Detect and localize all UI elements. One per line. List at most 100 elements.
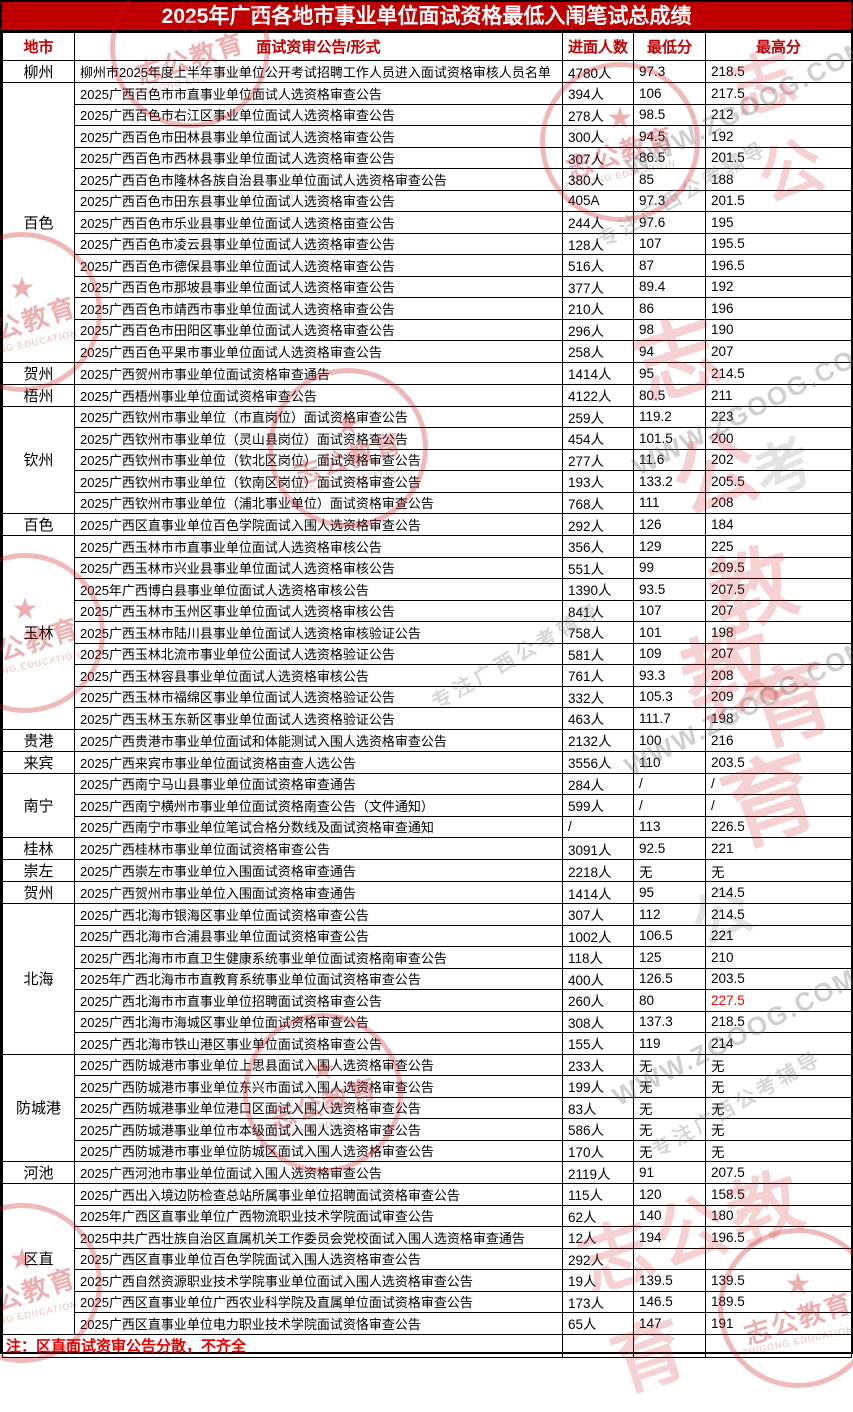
min-score-cell: 112 — [633, 903, 706, 926]
count-cell: 277人 — [562, 448, 634, 471]
count-cell: 3091人 — [562, 837, 634, 860]
min-score-cell: 129 — [633, 535, 706, 558]
count-cell: 3556人 — [562, 750, 634, 774]
count-cell: 380人 — [562, 168, 634, 191]
count-cell: 1002人 — [562, 924, 634, 947]
table-row: 2025广西玉林玉东新区事业单位面试人选资格验证公告 463人 111.7 198 — [3, 707, 852, 730]
max-score-cell: 196.5 — [705, 254, 852, 277]
city-cell: 防城港 — [2, 1053, 75, 1162]
count-cell: 259人 — [562, 405, 634, 428]
max-score-cell: 192 — [705, 275, 852, 298]
min-score-cell: 无 — [633, 1053, 706, 1076]
min-score-cell: 93.3 — [633, 664, 706, 687]
score-table-sheet: 2025年广西各地市事业单位面试资格最低入闱笔试总成绩 地市 面试资审公告/形式… — [0, 0, 853, 1358]
min-score-cell: 126.5 — [633, 967, 706, 990]
city-cell: 河池 — [2, 1161, 75, 1184]
city-cell: 南宁 — [2, 772, 75, 838]
count-cell: 307人 — [562, 903, 634, 926]
max-score-cell: 200 — [705, 427, 852, 450]
max-score-cell: 203.5 — [705, 750, 852, 774]
max-score-cell: 209.5 — [705, 556, 852, 579]
max-score-cell: 195 — [705, 211, 852, 234]
table-row: 防城港 2025广西防城港市事业单位上思县面试入围人选资格审查公告 233人无无 — [2, 1053, 852, 1162]
table-row: 2025广西玉林北流市事业单位公面试人选资格验证公告 581人 109 207 — [3, 642, 852, 665]
table-row: 2025广西钦州市事业单位（钦南区岗位）面试资格审查公告 193人 133.2 205… — [3, 470, 852, 493]
count-cell: 586人 — [562, 1118, 634, 1141]
announcement-cell: 2025广西北海市铁山港区事业单位面试资格审查公告 — [74, 1032, 563, 1055]
min-score-cell: 126 — [633, 513, 706, 536]
announcement-cell: 2025广西百色市乐业县事业单位面试人选资格亩查公告 — [74, 211, 563, 234]
max-score-cell: 无 — [705, 1096, 852, 1119]
min-score-cell: 无 — [633, 1139, 706, 1162]
city-cell: 百色 — [2, 82, 75, 363]
min-score-cell: / — [633, 794, 706, 817]
announcement-cell: 2025广西百色市那坡县事业单位面试人选资格审查公告 — [74, 275, 563, 298]
announcement-cell: 2025广西贺州市事业单位面试资格审查通告 — [74, 361, 563, 385]
table-row: 钦州 2025广西钦州市事业单位（市直岗位）面试资格审查公告 259人 119.2 22… — [2, 405, 852, 514]
min-score-cell: 80.5 — [633, 383, 706, 407]
max-score-cell: 217.5 — [705, 82, 852, 105]
column-header-min-score: 最低分 — [633, 32, 706, 61]
min-score-cell: 98 — [633, 318, 706, 341]
announcement-cell: 2025广西百色市凌云县事业单位面试人选资格审查公告 — [74, 232, 563, 255]
max-score-cell: 226.5 — [705, 815, 852, 838]
table-row: 2025广西钦州市事业单位（钦北区岗位）面试资格审查公告 277人 11.6 202 — [3, 448, 852, 471]
min-score-cell: 11.6 — [633, 448, 706, 471]
min-score-cell: 146.5 — [633, 1290, 706, 1313]
announcement-cell: 2025广西区直事业单位电力职业技术学院面试资恪审查公告 — [74, 1312, 563, 1335]
announcement-cell: 2025广西百色市右江区事业单位面试人选资格审查公告 — [74, 103, 563, 126]
header-row: 地市 面试资审公告/形式 进面人数 最低分 最高分 — [2, 32, 852, 61]
count-cell: 292人 — [562, 513, 634, 536]
announcement-cell: 2025广西北海市海城区事业单位面试资格审查公告 — [74, 1010, 563, 1033]
max-score-cell: 214 — [705, 1032, 852, 1055]
min-score-cell: 109 — [633, 642, 706, 665]
min-score-cell: 100 — [633, 728, 706, 752]
table-row: 2025广西百色市田阳区事业单位面试人选资格审查公告 296人 98 190 — [3, 318, 852, 341]
max-score-cell: 180 — [705, 1204, 852, 1227]
max-score-cell: 196.5 — [705, 1226, 852, 1249]
announcement-cell: 2025年广西北海市市直教育系统事业单位面试资格审查公告 — [74, 967, 563, 990]
table-row: 2025年广西博白县事业单位面试人选资格审核公告 1390人 93.5 207.5 — [3, 578, 852, 601]
count-cell: 155人 — [562, 1032, 634, 1055]
announcement-cell: 2025广西防城港市事业单位防城区面试入围人选资格审查公告 — [74, 1139, 563, 1162]
max-score-cell: 184 — [705, 513, 852, 536]
count-cell: 118人 — [562, 946, 634, 969]
announcement-cell: 2025广西玉林市玉州区事业单位面试人选资格审核公告 — [74, 599, 563, 622]
min-score-cell: 80 — [633, 989, 706, 1012]
table-row: 2025广西钦州市事业单位（浦北事业单位）面试资格审查公告 768人 111 208 — [3, 491, 852, 514]
announcement-cell: 2025广西百色市田东县事业单位面试人选资格审查公告 — [74, 189, 563, 212]
max-score-cell: 202 — [705, 448, 852, 471]
min-score-cell: 111.7 — [633, 707, 706, 730]
min-score-cell: 97.6 — [633, 211, 706, 234]
min-score-cell: 106 — [633, 82, 706, 105]
count-cell: 258人 — [562, 340, 634, 363]
max-score-cell: 218.5 — [705, 1010, 852, 1033]
count-cell: 2218人 — [562, 859, 634, 882]
max-score-cell: 190 — [705, 318, 852, 341]
table-row: 2025广西防城港市事业单位防城区面试入围人选资格审查公告 170人无无 — [3, 1139, 852, 1162]
city-cell: 梧州 — [2, 383, 75, 407]
max-score-cell: 205.5 — [705, 470, 852, 493]
table-row: 2025广西防城港市事业单位东兴市面试入围人选资格审查公告 199人无无 — [3, 1075, 852, 1098]
max-score-cell: 201.5 — [705, 146, 852, 169]
max-score-cell: 192 — [705, 125, 852, 148]
city-cell: 来宾 — [2, 750, 75, 774]
table-row: 2025广西北海市市直事业单位招聘面试资格审查公告 260人 80 227.5 — [3, 989, 852, 1012]
count-cell: 599人 — [562, 794, 634, 817]
min-score-cell: 93.5 — [633, 578, 706, 601]
max-score-cell: 无 — [705, 1053, 852, 1076]
min-score-cell: 92.5 — [633, 837, 706, 860]
announcement-cell: 2025广西自然资源职业技术学院事业单位面试入围人选资格审查公告 — [74, 1269, 563, 1292]
max-score-cell: 198 — [705, 621, 852, 644]
max-score-cell: 207 — [705, 599, 852, 622]
table-row: 百色 2025广西区直事业单位百色学院面试入围人选资格审查公告 292人 126 184 — [2, 513, 852, 536]
max-score-cell: 207 — [705, 642, 852, 665]
announcement-cell: 2025广西玉林市福绵区事业单位面试人选资格验证公告 — [74, 685, 563, 708]
announcement-cell: 2025中共广西壮族自治区直属机关工作委员会党校面试入围人选资格审查通告 — [74, 1226, 563, 1249]
announcement-cell: 2025广西崇左市事业单位入围面试资格审查通告 — [74, 859, 563, 882]
announcement-cell: 2025年广西区直事业单位广西物流职业技术学院面试审查公告 — [74, 1204, 563, 1227]
count-cell: 1390人 — [562, 578, 634, 601]
min-score-cell: 87 — [633, 254, 706, 277]
table-row: 2025广西钦州市事业单位（灵山县岗位）面试资格查公告 454人 101.5 200 — [3, 427, 852, 450]
city-cell: 贺州 — [2, 881, 75, 904]
